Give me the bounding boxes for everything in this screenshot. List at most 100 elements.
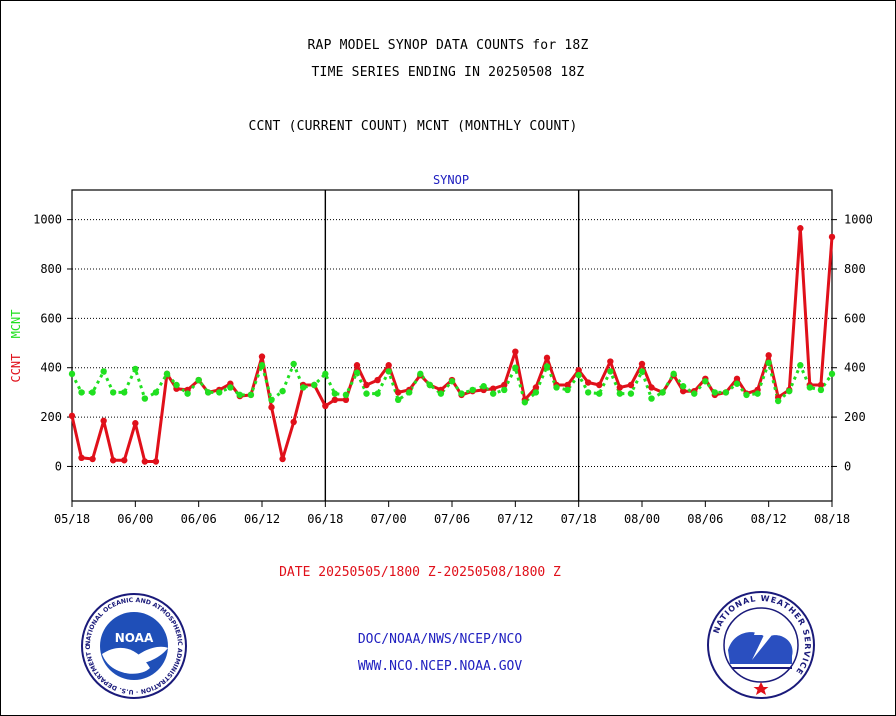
point-ccnt-58: [679, 387, 687, 395]
footer-org-text: DOC/NOAA/NWS/NCEP/NCO: [357, 632, 523, 647]
point-ccnt-7: [141, 458, 149, 465]
point-mcnt-30: [385, 368, 392, 375]
grid-layer: [72, 190, 832, 501]
point-mcnt-22: [299, 384, 307, 391]
point-mcnt-72: [828, 370, 836, 378]
point-ccnt-69: [797, 225, 804, 232]
point-ccnt-72: [828, 233, 836, 241]
x-tick-07/12: 07/12: [497, 512, 533, 526]
point-ccnt-63: [733, 375, 741, 383]
y-tick-left-800: 800: [40, 262, 62, 276]
point-mcnt-4: [109, 389, 117, 396]
point-mcnt-3: [100, 368, 107, 375]
point-ccnt-52: [616, 384, 624, 391]
y-tick-right-200: 200: [844, 410, 866, 424]
y-tick-left-600: 600: [40, 311, 62, 325]
y-tick-right-600: 600: [844, 311, 866, 325]
point-mcnt-54: [638, 368, 646, 375]
point-mcnt-33: [417, 370, 424, 378]
x-tick-06/12: 06/12: [244, 512, 280, 526]
point-ccnt-40: [489, 385, 497, 392]
point-mcnt-24: [322, 370, 329, 378]
point-ccnt-51: [607, 358, 614, 365]
point-ccnt-2: [89, 455, 96, 463]
y-axis-label-ccnt: CCNT: [9, 354, 23, 383]
date-range-label: DATE 20250505/1800 Z-20250508/1800 Z: [279, 565, 561, 580]
chart-title-line1: RAP MODEL SYNOP DATA COUNTS for 18Z: [307, 38, 589, 53]
svg-text:NOAA: NOAA: [115, 631, 154, 645]
point-ccnt-44: [532, 384, 540, 391]
point-mcnt-16: [236, 391, 244, 399]
point-mcnt-46: [553, 384, 560, 391]
point-mcnt-15: [227, 384, 234, 391]
point-mcnt-26: [342, 391, 350, 399]
point-ccnt-19: [268, 404, 275, 411]
point-mcnt-28: [363, 390, 370, 397]
chart-title-line2: TIME SERIES ENDING IN 20250508 18Z: [311, 65, 585, 80]
point-ccnt-49: [584, 379, 592, 386]
x-tick-06/00: 06/00: [117, 512, 153, 526]
point-mcnt-17: [247, 391, 255, 399]
point-ccnt-53: [627, 381, 635, 389]
chart-subtitle-synop: SYNOP: [433, 173, 469, 187]
point-ccnt-29: [374, 376, 381, 384]
point-mcnt-55: [648, 395, 655, 402]
point-mcnt-6: [132, 365, 139, 373]
point-ccnt-48: [575, 366, 582, 374]
point-mcnt-59: [691, 390, 698, 397]
y-tick-right-1000: 1000: [844, 213, 873, 227]
point-mcnt-56: [659, 389, 666, 396]
point-mcnt-23: [311, 381, 318, 389]
series-layer: [68, 225, 836, 465]
point-mcnt-45: [543, 363, 551, 370]
point-mcnt-42: [512, 364, 519, 371]
point-ccnt-50: [596, 381, 603, 389]
point-mcnt-41: [501, 386, 508, 394]
y-tick-right-0: 0: [844, 459, 851, 473]
point-mcnt-69: [797, 362, 804, 369]
nws-logo-icon: NATIONAL WEATHER SERVICE: [707, 591, 815, 699]
axis-layer: 0 0 200 200 400 400 600 600 800 800 1000 1000 05/18 0…: [33, 189, 873, 526]
point-mcnt-57: [670, 370, 677, 378]
point-ccnt-31: [394, 389, 402, 396]
point-mcnt-31: [394, 396, 402, 404]
point-mcnt-7: [141, 395, 149, 402]
point-mcnt-8: [152, 389, 160, 396]
point-ccnt-28: [363, 381, 370, 389]
point-ccnt-25: [331, 396, 339, 404]
point-ccnt-21: [290, 418, 297, 426]
point-ccnt-66: [765, 352, 772, 359]
point-mcnt-37: [458, 390, 465, 397]
point-ccnt-30: [385, 362, 392, 369]
point-ccnt-27: [353, 362, 361, 369]
plot-border: [71, 189, 833, 502]
point-ccnt-54: [638, 360, 646, 368]
point-mcnt-5: [121, 389, 128, 396]
point-mcnt-35: [437, 390, 445, 397]
point-mcnt-21: [290, 360, 297, 368]
point-mcnt-9: [163, 370, 171, 378]
point-ccnt-4: [109, 457, 117, 464]
point-ccnt-6: [132, 420, 139, 427]
point-ccnt-41: [501, 381, 508, 389]
point-mcnt-43: [521, 399, 529, 406]
x-tick-07/06: 07/06: [434, 512, 470, 526]
point-mcnt-53: [627, 390, 635, 397]
y-tick-right-800: 800: [844, 262, 866, 276]
x-tick-06/18: 06/18: [307, 512, 343, 526]
point-mcnt-27: [353, 369, 361, 376]
point-mcnt-34: [426, 381, 434, 389]
point-mcnt-29: [374, 390, 381, 397]
point-mcnt-32: [406, 389, 413, 396]
point-mcnt-70: [806, 384, 814, 391]
point-ccnt-42: [512, 348, 519, 355]
point-ccnt-0: [68, 412, 76, 420]
x-tick-08/06: 08/06: [687, 512, 723, 526]
x-tick-08/18: 08/18: [814, 512, 850, 526]
y-tick-left-400: 400: [40, 361, 62, 375]
x-tick-05/18: 05/18: [54, 512, 90, 526]
point-mcnt-39: [480, 383, 487, 390]
point-ccnt-20: [279, 455, 286, 463]
point-mcnt-38: [469, 386, 476, 394]
